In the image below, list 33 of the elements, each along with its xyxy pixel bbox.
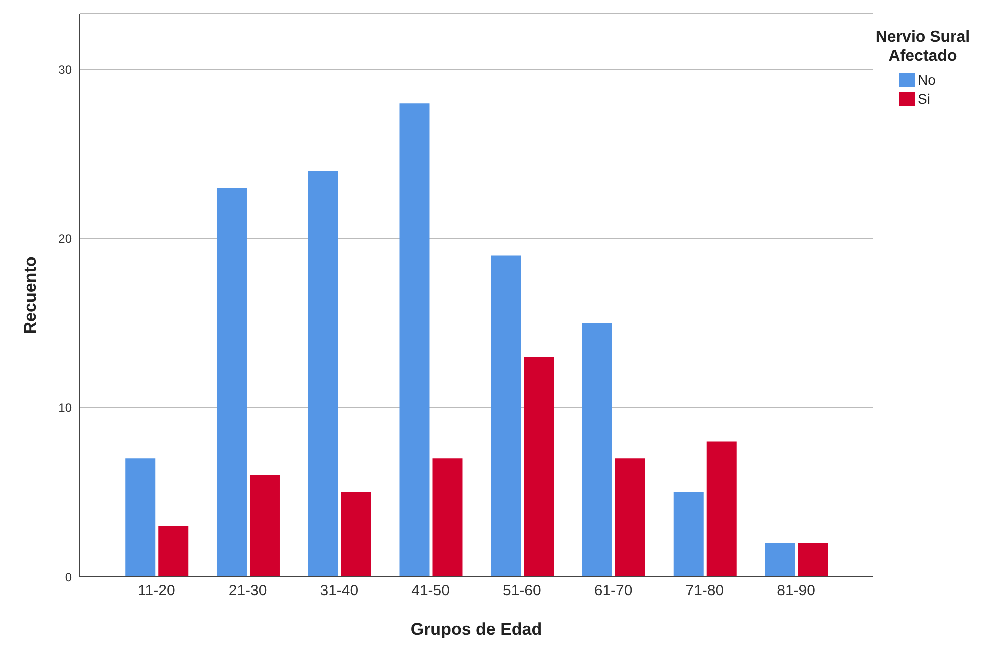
bar	[308, 171, 338, 577]
x-tick-label: 51-60	[503, 582, 542, 600]
bar	[341, 492, 372, 577]
bar	[524, 357, 554, 577]
bar	[491, 256, 522, 577]
x-tick-label: 41-50	[412, 582, 450, 600]
y-tick-label: 20	[58, 232, 72, 246]
y-tick-label: 10	[58, 401, 72, 416]
x-tick-label: 21-30	[228, 582, 268, 600]
legend-title: Nervio Sural Afectado	[874, 28, 972, 66]
legend-label: Si	[918, 91, 930, 107]
y-tick-label: 0	[65, 570, 72, 584]
bar	[765, 543, 796, 577]
x-tick-label: 31-40	[320, 582, 359, 600]
x-tick-label: 61-70	[594, 582, 633, 600]
bar	[582, 323, 612, 577]
y-axis-title: Recuento	[21, 256, 40, 334]
bar	[432, 458, 463, 577]
bar	[798, 543, 828, 577]
x-tick-label: 81-90	[777, 582, 816, 600]
bar	[400, 104, 430, 577]
bar	[674, 492, 704, 577]
bar	[126, 458, 156, 577]
legend-label: No	[918, 72, 936, 88]
bar	[250, 476, 280, 577]
x-tick-label: 71-80	[686, 582, 724, 600]
y-tick-label: 30	[58, 63, 72, 78]
bar	[706, 442, 737, 577]
bar	[615, 458, 646, 577]
bar	[158, 526, 189, 577]
bar	[216, 188, 247, 577]
x-tick-label: 11-20	[138, 582, 176, 600]
x-axis-title: Grupos de Edad	[410, 620, 542, 639]
